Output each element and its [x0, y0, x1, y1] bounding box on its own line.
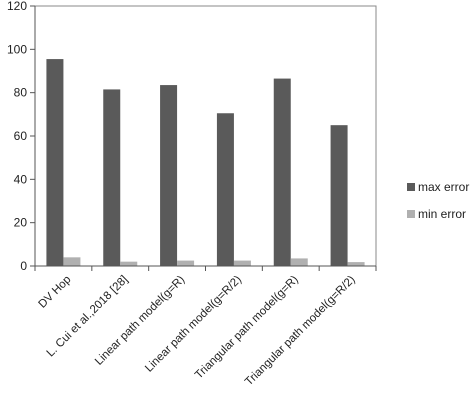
bars [46, 59, 365, 266]
y-axis: 0 20 40 60 80 100 120 [7, 0, 36, 273]
legend-label: max error [418, 180, 469, 194]
x-category-label: Triangular path model(g=R) [193, 274, 301, 382]
x-category-label: Linear path model(g=R/2) [143, 274, 244, 375]
legend-label: min error [418, 207, 466, 221]
bar-min-error [63, 257, 81, 266]
x-category-label: Triangular path model(g=R/2) [243, 274, 358, 389]
bar-min-error [177, 260, 195, 266]
bar-min-error [233, 260, 251, 266]
bar-max-error [273, 78, 291, 266]
y-tick-label: 60 [14, 129, 28, 143]
bar-max-error [46, 59, 64, 266]
bar-min-error [120, 261, 138, 266]
bar-min-error [290, 258, 308, 266]
bar-max-error [330, 125, 348, 266]
legend-swatch [407, 183, 415, 191]
bar-max-error [103, 89, 121, 266]
y-tick-label: 80 [14, 86, 28, 100]
y-tick-label: 120 [7, 0, 27, 13]
plot-frame [34, 5, 377, 267]
bar-max-error [160, 85, 178, 266]
y-tick-label: 0 [20, 259, 27, 273]
bar-max-error [216, 113, 234, 266]
bar-min-error [347, 262, 365, 266]
plot-area-border [34, 5, 377, 267]
legend: max error min error [407, 180, 469, 221]
y-tick-label: 100 [7, 42, 27, 56]
x-category-label: DV Hop [37, 274, 74, 311]
legend-swatch [407, 210, 415, 218]
y-tick-label: 40 [14, 172, 28, 186]
y-tick-label: 20 [14, 216, 28, 230]
